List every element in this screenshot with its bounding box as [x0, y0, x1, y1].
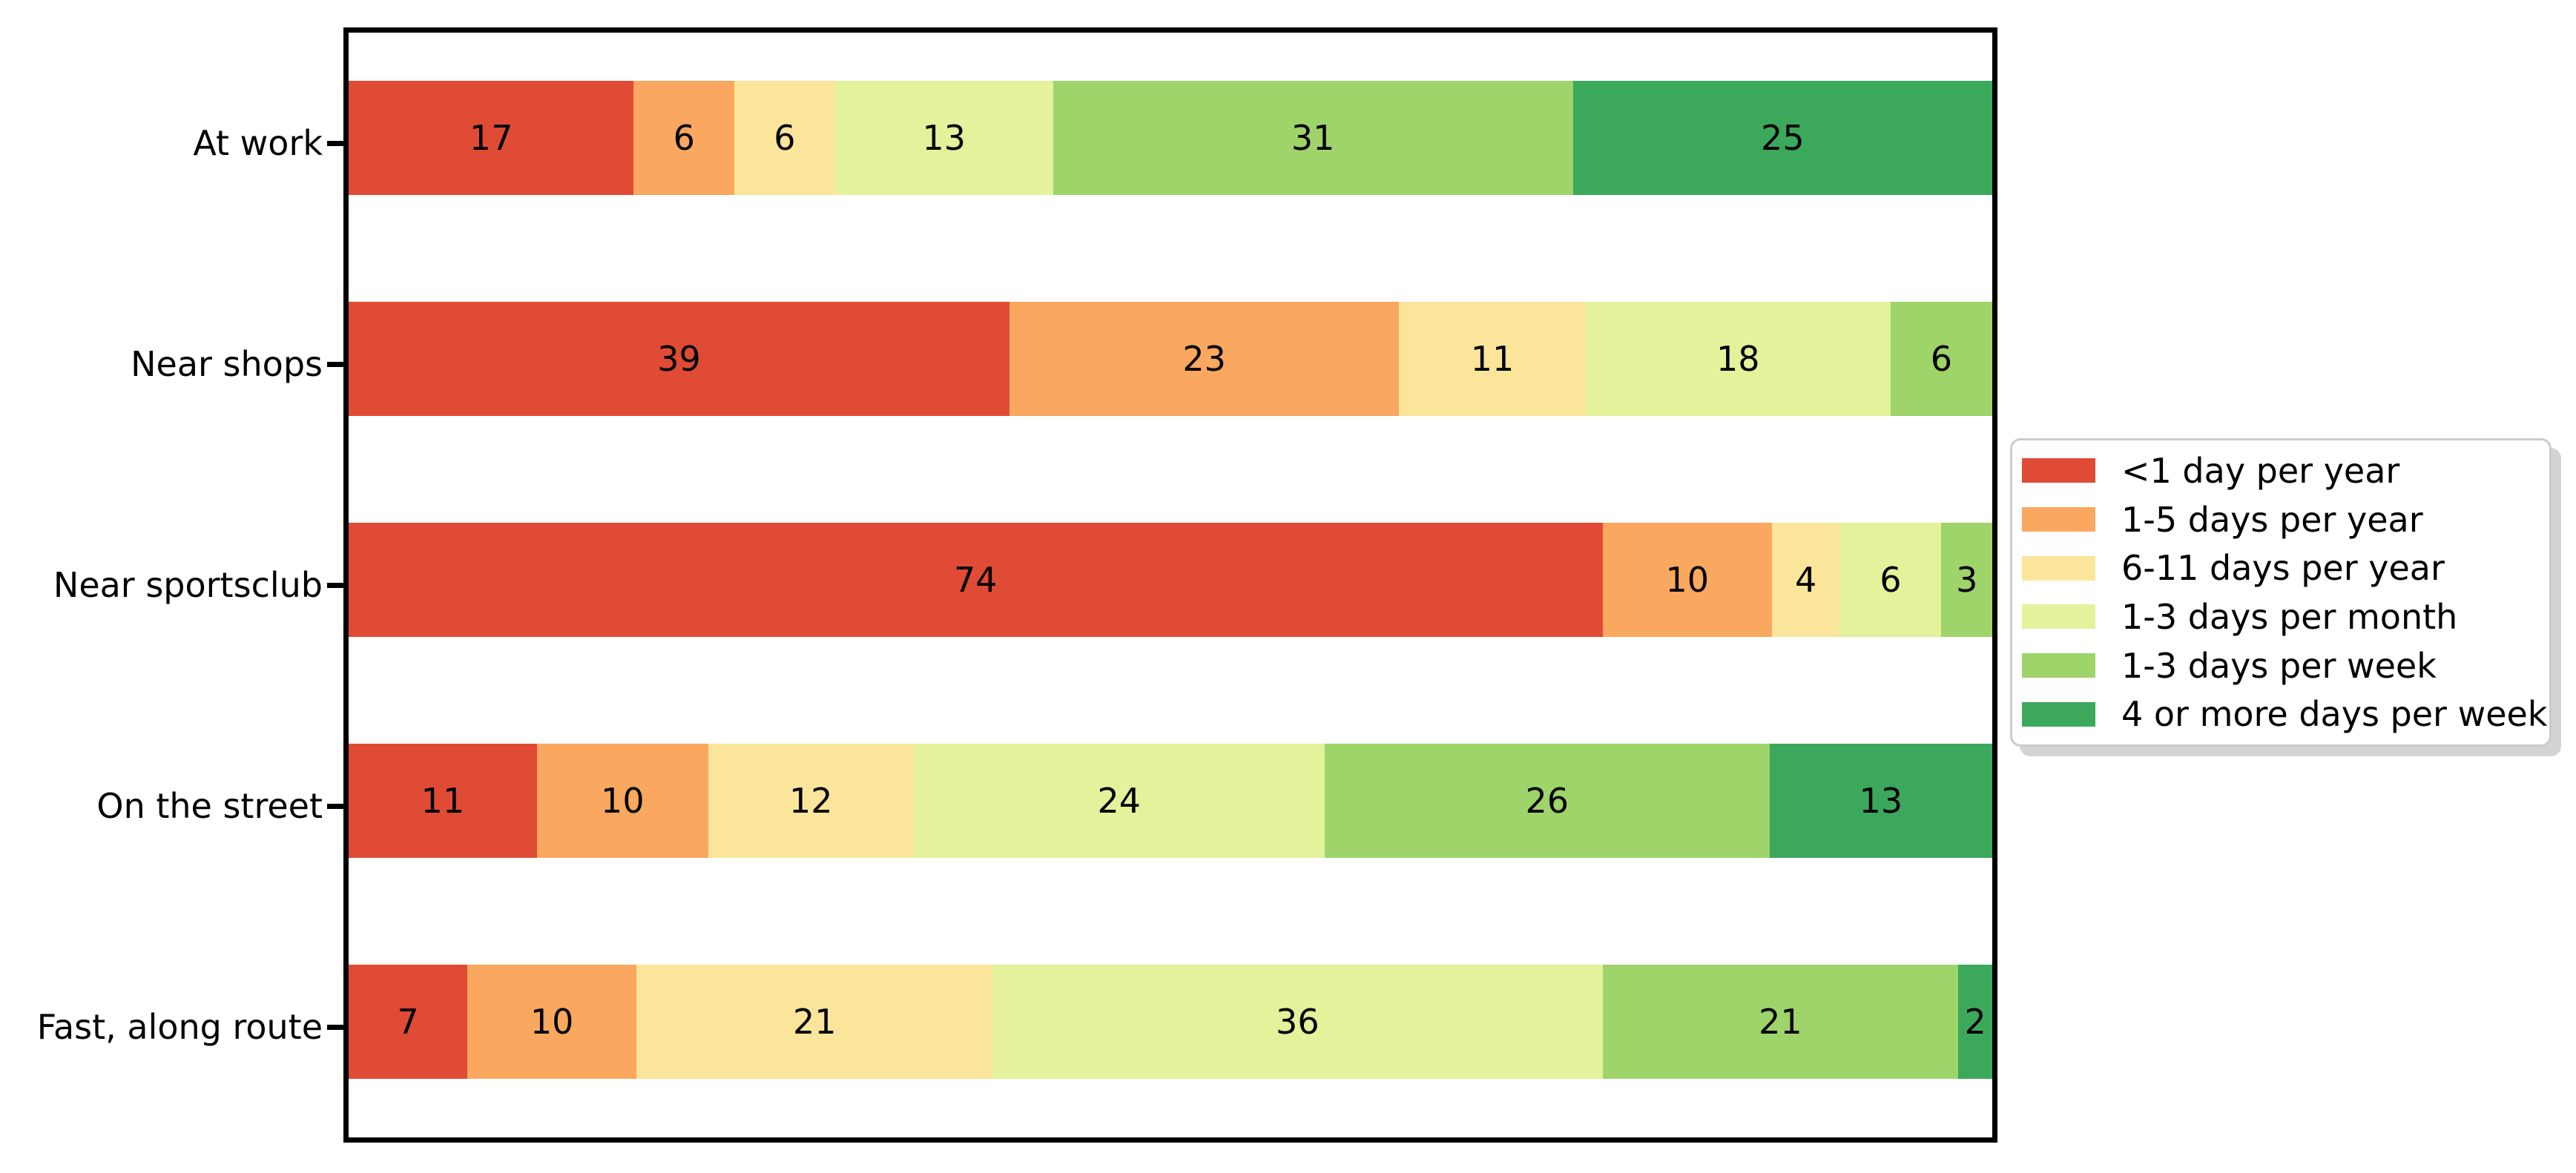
bar-segment: 2 [1958, 965, 1992, 1079]
legend-entry: 4 or more days per week [2022, 690, 2549, 739]
y-axis-category-label: At work [193, 123, 323, 163]
bar-value-label: 18 [1716, 339, 1760, 379]
bar-segment: 21 [1602, 965, 1959, 1079]
bar-value-label: 6 [1930, 339, 1953, 379]
bar-segment: 21 [636, 965, 993, 1079]
legend-entry: <1 day per year [2022, 446, 2549, 495]
bar-segment: 7 [349, 965, 467, 1079]
bar-segment: 24 [913, 744, 1325, 858]
plot-area: 17 6 6 13 31 25 39 23 11 18 6 74 10 4 6 3 11 10 12 24 26 13 7 1… [343, 27, 1997, 1143]
bar-segment: 4 [1772, 523, 1840, 637]
bar-value-label: 4 [1795, 560, 1817, 600]
y-axis-tick [327, 361, 343, 367]
bar-segment: 39 [349, 302, 1009, 416]
bar-value-label: 21 [1759, 1002, 1802, 1042]
bar-value-label: 17 [469, 118, 513, 158]
bar-value-label: 11 [421, 781, 465, 821]
y-axis-category-label: Fast, along route [36, 1007, 323, 1047]
y-axis-tick [327, 1024, 343, 1030]
bar-value-label: 10 [530, 1002, 574, 1042]
legend-swatch [2022, 458, 2095, 483]
bar-segment: 10 [467, 965, 637, 1079]
y-axis-category-label: Near shops [131, 344, 323, 384]
bar-value-label: 74 [954, 560, 998, 600]
bar-segment: 11 [1399, 302, 1586, 416]
bar-row: 7 10 21 36 21 2 [349, 965, 1992, 1079]
bar-segment: 74 [349, 523, 1603, 637]
bar-value-label: 26 [1525, 781, 1569, 821]
bar-row: 17 6 6 13 31 25 [349, 81, 1992, 195]
legend-entry: 6-11 days per year [2022, 543, 2549, 592]
bar-value-label: 7 [397, 1002, 419, 1042]
bar-segment: 13 [834, 81, 1053, 195]
bar-value-label: 36 [1276, 1002, 1320, 1042]
bar-row: 74 10 4 6 3 [349, 523, 1992, 637]
legend-swatch [2022, 507, 2095, 532]
bar-value-label: 13 [922, 118, 966, 158]
legend-swatch [2022, 653, 2095, 678]
bar-segment: 12 [708, 744, 914, 858]
bar-value-label: 13 [1859, 781, 1903, 821]
y-axis-tick [327, 582, 343, 588]
legend-label: 4 or more days per week [2121, 694, 2548, 735]
bar-value-label: 21 [792, 1002, 837, 1042]
bar-row: 11 10 12 24 26 13 [349, 744, 1992, 858]
legend-label: <1 day per year [2121, 450, 2400, 491]
y-axis-category-label: On the street [96, 786, 323, 826]
bar-value-label: 39 [657, 339, 701, 379]
legend-entry: 1-5 days per year [2022, 495, 2549, 544]
bar-value-label: 2 [1964, 1002, 1986, 1042]
bar-segment: 26 [1324, 744, 1770, 858]
bar-segment: 3 [1941, 523, 1992, 637]
bar-segment: 31 [1053, 81, 1573, 195]
y-axis-category-label: Near sportsclub [53, 565, 323, 605]
legend-swatch [2022, 555, 2095, 581]
legend-label: 1-3 days per week [2121, 645, 2437, 686]
bar-segment: 6 [1890, 302, 1992, 416]
legend-swatch [2022, 604, 2095, 630]
bar-value-label: 6 [1880, 560, 1902, 600]
bar-value-label: 23 [1182, 339, 1226, 379]
legend-entry: 1-3 days per month [2022, 592, 2549, 641]
bar-segment: 23 [1009, 302, 1400, 416]
bar-segment: 10 [536, 744, 708, 858]
bar-value-label: 6 [673, 118, 695, 158]
bar-segment: 10 [1602, 523, 1772, 637]
bar-segment: 25 [1572, 81, 1992, 195]
bar-value-label: 11 [1470, 339, 1515, 379]
bar-row: 39 23 11 18 6 [349, 302, 1992, 416]
bar-value-label: 6 [774, 118, 796, 158]
legend-label: 1-3 days per month [2121, 596, 2458, 637]
bar-segment: 13 [1769, 744, 1992, 858]
bar-segment: 6 [633, 81, 735, 195]
bar-value-label: 3 [1956, 560, 1978, 600]
legend: <1 day per year 1-5 days per year 6-11 day… [2010, 438, 2552, 747]
bar-value-label: 10 [1665, 560, 1710, 600]
bar-value-label: 12 [788, 781, 833, 821]
bar-value-label: 25 [1761, 118, 1805, 158]
y-axis-tick [327, 140, 343, 146]
bar-value-label: 24 [1097, 781, 1141, 821]
bar-segment: 17 [349, 81, 634, 195]
bar-segment: 18 [1585, 302, 1891, 416]
legend-label: 1-5 days per year [2121, 499, 2423, 540]
legend-swatch [2022, 701, 2095, 727]
bar-segment: 6 [734, 81, 835, 195]
bar-segment: 6 [1839, 523, 1942, 637]
legend-entry: 1-3 days per week [2022, 641, 2549, 690]
bar-segment: 36 [992, 965, 1603, 1079]
bar-value-label: 31 [1291, 118, 1335, 158]
y-axis-tick [327, 803, 343, 809]
legend-label: 6-11 days per year [2121, 548, 2445, 589]
bar-value-label: 10 [601, 781, 645, 821]
bar-segment: 11 [349, 744, 537, 858]
